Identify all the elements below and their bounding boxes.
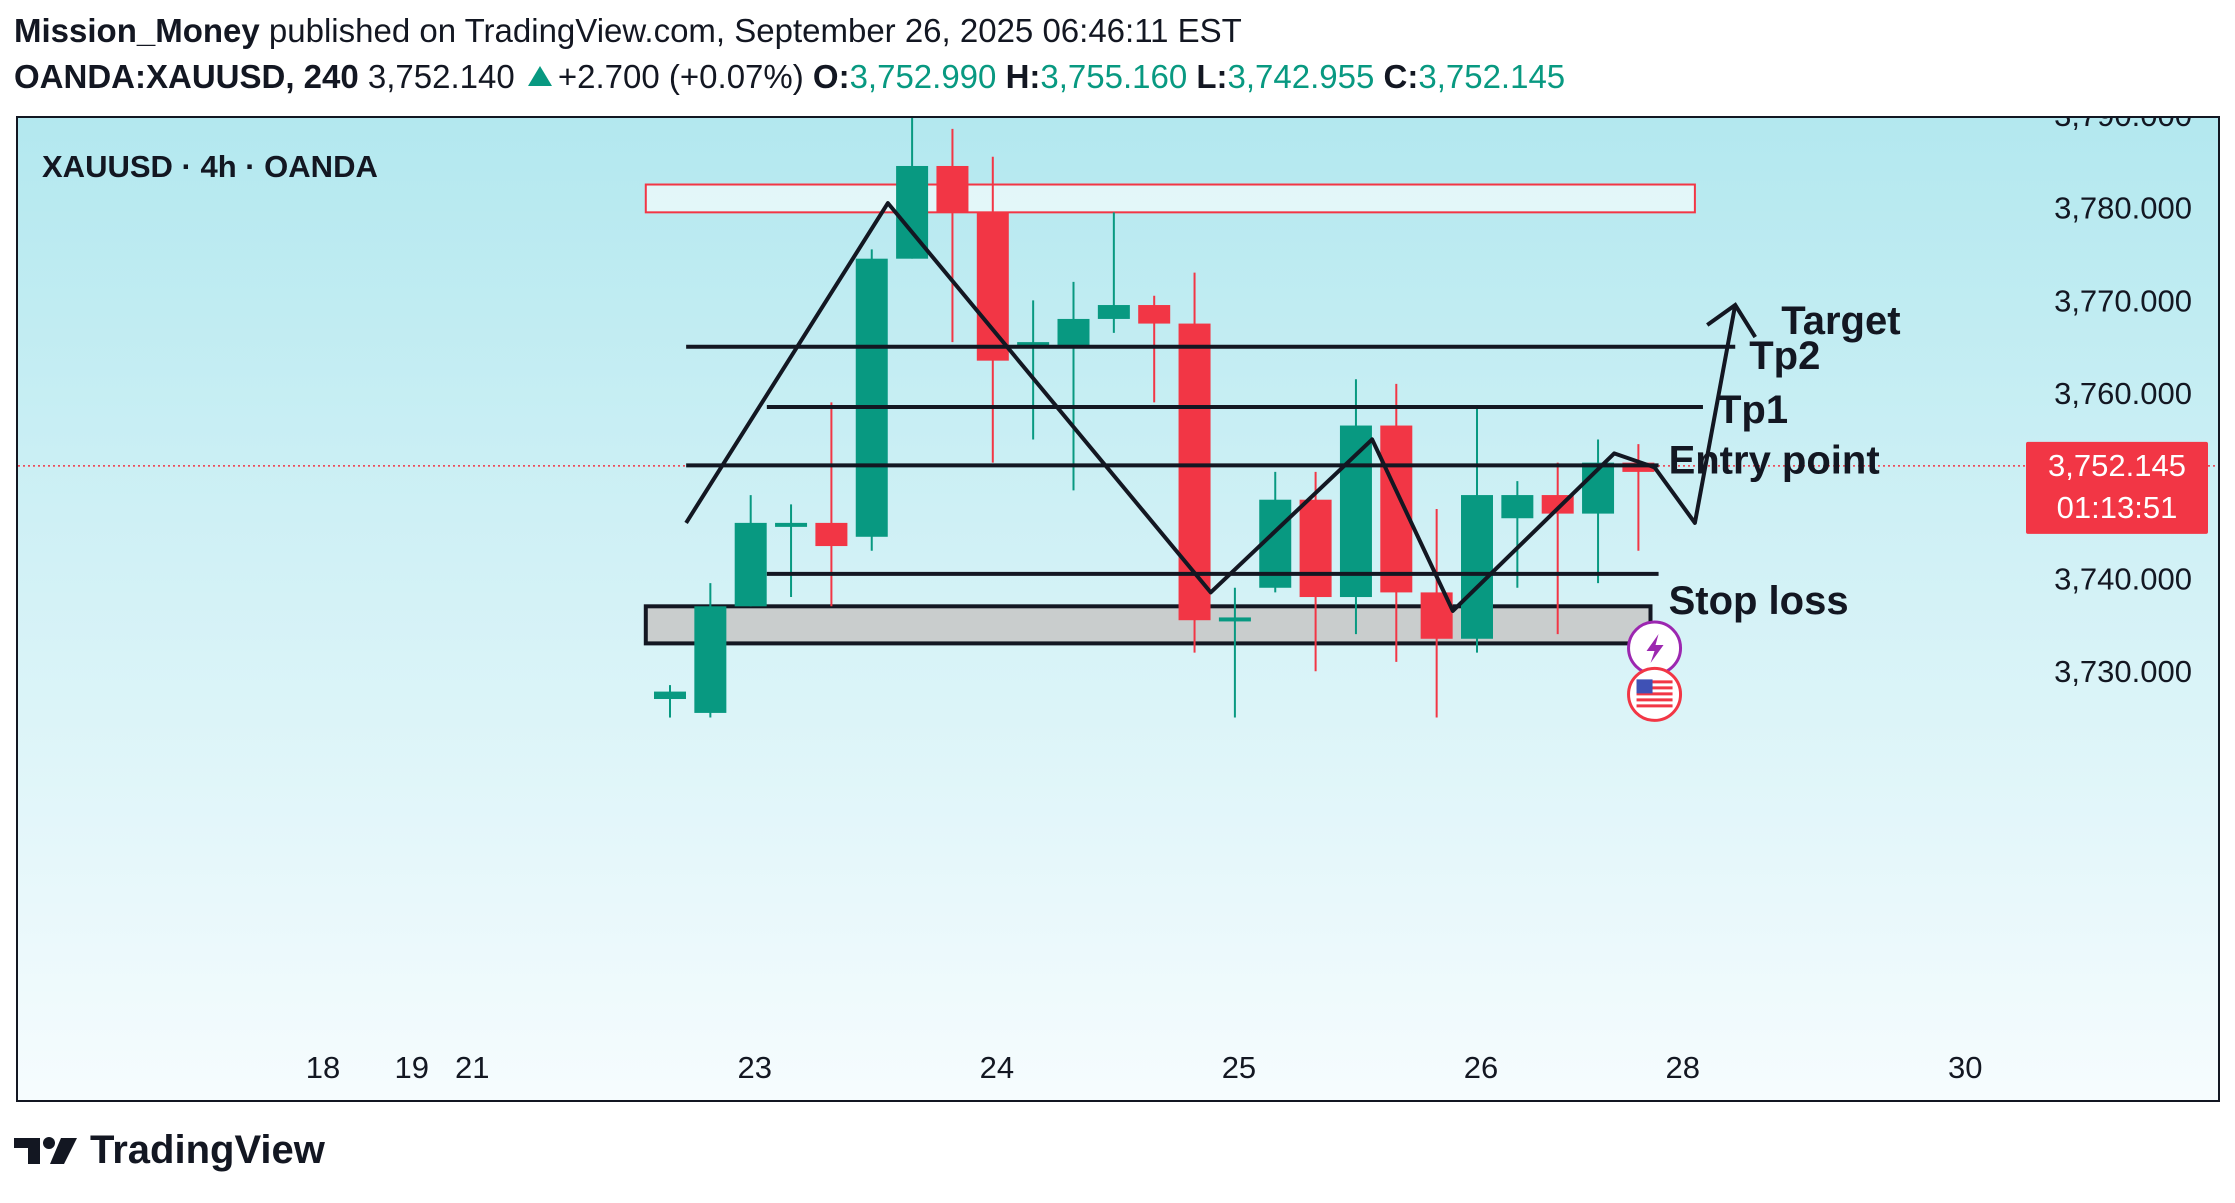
candle-body [775,522,808,527]
candle-body [1218,617,1251,622]
publisher-name[interactable]: Mission_Money [14,12,260,49]
lightning-bolt [1646,634,1664,664]
tradingview-brand: TradingView [90,1128,325,1172]
target-arrow-head [1706,302,1757,339]
open-label: O: [812,58,850,95]
price-chart[interactable]: Tp2 Tp1 Entry point Stop loss Target 3,790.… [18,118,2218,1100]
x-tick-label: 26 [1464,1050,1498,1085]
candle [1057,281,1090,491]
flag-stripe [1636,704,1673,708]
high-value: 3,755.160 [1040,58,1188,95]
candle-body [1380,425,1413,593]
candle-body [976,212,1009,361]
candle [1380,383,1413,662]
y-tick-label: 3,740.000 [2054,562,2192,597]
candle [734,495,767,607]
high-label: H: [1005,58,1041,95]
target-label: Target [1781,299,1900,343]
candle [694,583,727,718]
candle [654,685,686,718]
chart-title: XAUUSD · 4h · OANDA [42,149,378,184]
flag-stripe [1636,680,1673,684]
last-price-label: 3,752.145 [2048,448,2186,483]
low-value: 3,742.955 [1227,58,1375,95]
price-change: +2.700 (+0.07%) [557,58,804,95]
candle [1501,481,1534,588]
candle-body [855,258,888,537]
candle [775,504,808,598]
candle-body [936,165,969,213]
candle [1178,272,1211,653]
published-text: published on TradingView.com, September … [268,12,1242,49]
candle [1097,212,1130,333]
resistance-zone [644,183,1696,214]
y-tick-label: 3,780.000 [2054,191,2192,226]
candle [936,128,969,343]
y-tick-label: 3,760.000 [2054,376,2192,411]
x-tick-label: 21 [455,1050,489,1085]
candle-body [1299,499,1332,598]
candle [1461,407,1493,653]
bar-countdown-label: 01:13:51 [2057,490,2178,525]
y-tick-label: 3,770.000 [2054,283,2192,318]
candle [976,156,1009,463]
level-label: Stop loss [1669,579,1849,623]
tradingview-logo-icon [14,1136,77,1164]
lightning-icon[interactable] [1627,620,1683,676]
candle-body [1017,342,1050,347]
support-zone [643,604,1653,646]
candle-body [1138,305,1171,324]
candle-body [654,691,686,700]
open-value: 3,752.990 [849,58,997,95]
candle-body [1339,425,1372,598]
last-price-badge [2026,441,2208,534]
close-label: C: [1383,58,1419,95]
candle [1218,587,1251,718]
candle-body [1461,495,1493,639]
x-tick-label: 28 [1666,1050,1700,1085]
level-label: Entry point [1669,438,1880,482]
flag-stripe [1636,692,1673,696]
x-tick-label: 19 [395,1050,429,1085]
up-triangle-icon [527,66,552,86]
current-price: 3,752.140 [367,58,515,95]
x-tick-label: 30 [1948,1050,1982,1085]
tradingview-footer[interactable]: TradingView [14,1128,325,1173]
candle-body [1057,318,1090,347]
candle [855,249,888,551]
x-tick-label: 24 [980,1050,1014,1085]
flag-stripe [1636,686,1673,690]
x-tick-label: 25 [1222,1050,1256,1085]
flag-stripe [1636,698,1673,702]
level-label: Tp1 [1717,388,1788,432]
low-label: L: [1196,58,1228,95]
close-value: 3,752.145 [1418,58,1566,95]
candle-body [1097,305,1130,319]
candle [1299,471,1332,672]
symbol-name: OANDA:XAUUSD, 240 [14,58,359,95]
candle-body [734,522,767,607]
pattern-path [684,201,1738,613]
symbol-line: OANDA:XAUUSD, 240 3,752.140 +2.700 (+0.0… [14,58,1565,96]
candle-body [1501,495,1534,519]
x-tick-label: 18 [306,1050,340,1085]
x-tick-label: 23 [737,1050,771,1085]
flag-canton [1636,679,1653,694]
candle [1017,300,1050,440]
candle-body [815,522,848,547]
candle-body [694,606,727,713]
level-label: Tp2 [1749,334,1820,378]
y-tick-label: 3,790.000 [2054,118,2192,133]
candle [1138,295,1171,403]
publish-line: Mission_Money published on TradingView.c… [14,12,1242,50]
us-flag-icon[interactable] [1627,666,1683,722]
chart-area[interactable]: Tp2 Tp1 Entry point Stop loss Target 3,790.… [16,116,2220,1102]
y-tick-label: 3,730.000 [2054,654,2192,689]
